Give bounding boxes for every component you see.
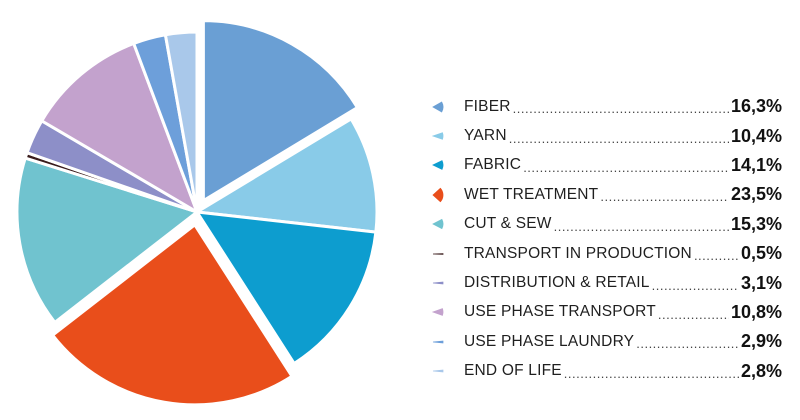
leader-dots: ........................................… — [523, 160, 729, 174]
slice-fabric — [195, 210, 378, 366]
legend-item-use-phase-laundry: USE PHASE LAUNDRY.......................… — [430, 327, 782, 356]
legend-item-yarn: YARN....................................… — [430, 121, 782, 150]
legend-label: END OF LIFE — [464, 362, 562, 380]
legend-value: 0,5% — [740, 243, 782, 264]
legend-value: 10,8% — [730, 301, 782, 322]
legend-item-wet-treatment: WET TREATMENT...........................… — [430, 180, 782, 209]
legend-value: 23,5% — [730, 184, 782, 205]
legend-label: FABRIC — [464, 156, 522, 174]
leader-dots: ........................................… — [553, 219, 729, 233]
leader-dots: ........................................… — [508, 131, 729, 145]
legend-value: 16,3% — [730, 96, 782, 117]
slice-end-of-life — [163, 30, 199, 214]
leader-dots: ........................................… — [512, 102, 729, 116]
legend-value: 2,9% — [740, 331, 782, 352]
legend-value: 3,1% — [740, 272, 782, 293]
legend-marker-end-of-life — [432, 369, 444, 373]
legend-item-use-phase-transport: USE PHASE TRANSPORT.....................… — [430, 298, 782, 327]
legend-label: CUT & SEW — [464, 215, 552, 233]
slice-fiber — [201, 19, 359, 203]
legend-value: 15,3% — [730, 213, 782, 234]
leader-dots: ........................................… — [600, 190, 729, 204]
legend-item-transport-in-production: TRANSPORT IN PRODUCTION.................… — [430, 239, 782, 268]
legend-marker-cut-and-sew — [432, 219, 444, 230]
pie-slices — [15, 19, 379, 407]
slice-yarn — [195, 117, 379, 234]
legend-label: USE PHASE LAUNDRY — [464, 332, 635, 350]
legend-marker-yarn — [431, 132, 444, 140]
legend-marker-use-phase-laundry — [432, 340, 444, 344]
legend-label: YARN — [464, 127, 507, 145]
legend-label: WET TREATMENT — [464, 185, 599, 203]
leader-dots: ........................................… — [693, 249, 739, 263]
legend-item-cut-and-sew: CUT & SEW...............................… — [430, 210, 782, 239]
leader-dots: ........................................… — [657, 307, 729, 321]
slice-use-phase-transport — [40, 41, 199, 214]
legend-value: 2,8% — [740, 360, 782, 381]
legend-item-end-of-life: END OF LIFE.............................… — [430, 357, 782, 386]
legend-label: DISTRIBUTION & RETAIL — [464, 274, 650, 292]
legend-label: USE PHASE TRANSPORT — [464, 303, 656, 321]
legend-marker-wet-treatment — [432, 187, 444, 203]
leader-dots: ........................................… — [563, 366, 739, 380]
legend-marker-fabric — [432, 160, 444, 171]
legend-value: 10,4% — [730, 125, 782, 146]
legend-item-distribution-and-retail: DISTRIBUTION & RETAIL...................… — [430, 268, 782, 297]
leader-dots: ........................................… — [651, 278, 739, 292]
legend-item-fiber: FIBER...................................… — [430, 92, 782, 121]
legend-label: FIBER — [464, 97, 511, 115]
slice-wet-treatment — [51, 223, 294, 407]
legend-marker-transport-in-production — [432, 252, 444, 255]
legend: FIBER...................................… — [430, 92, 782, 386]
legend-item-fabric: FABRIC..................................… — [430, 151, 782, 180]
legend-marker-distribution-and-retail — [432, 281, 444, 285]
legend-label: TRANSPORT IN PRODUCTION — [464, 244, 692, 262]
legend-marker-use-phase-transport — [431, 308, 444, 317]
legend-marker-fiber — [432, 101, 444, 113]
leader-dots: ........................................… — [636, 337, 739, 351]
legend-value: 14,1% — [730, 154, 782, 175]
